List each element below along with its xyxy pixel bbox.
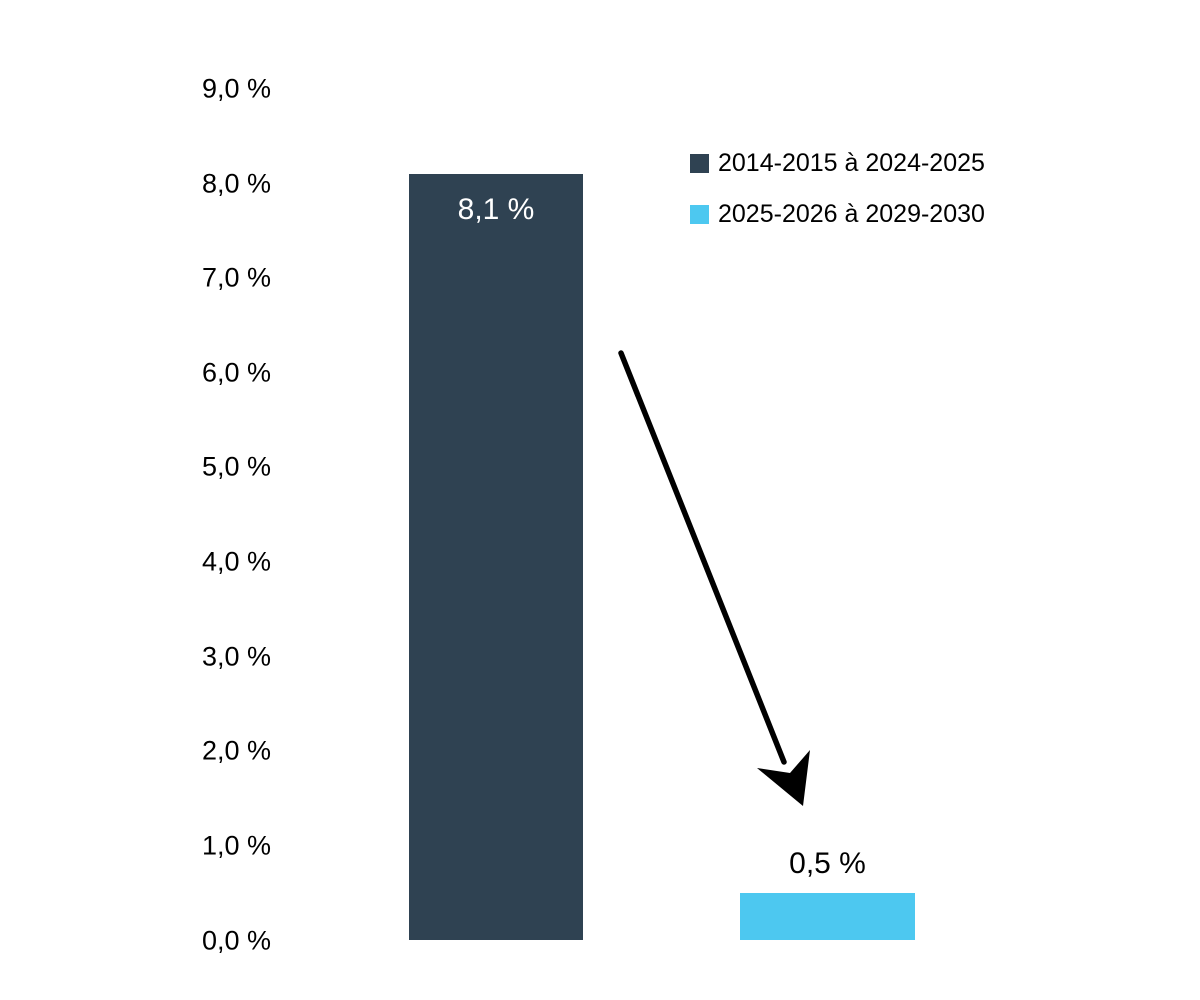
y-axis-tick-label: 9,0 %	[202, 73, 272, 104]
legend-item: 2025-2026 à 2029-2030	[690, 197, 985, 231]
bar-value-label: 8,1 %	[457, 193, 535, 227]
y-axis-tick-label: 8,0 %	[202, 168, 272, 199]
legend-label: 2014-2015 à 2024-2025	[718, 149, 985, 177]
legend-item: 2014-2015 à 2024-2025	[690, 146, 985, 180]
y-axis-tick-label: 2,0 %	[202, 735, 272, 766]
y-axis-tick-label: 7,0 %	[202, 262, 272, 293]
bar-2	[740, 893, 915, 941]
legend-swatch-icon	[690, 153, 709, 173]
bar-1	[409, 174, 583, 941]
y-axis-tick-label: 5,0 %	[202, 451, 272, 482]
legend-label: 2025-2026 à 2029-2030	[718, 200, 985, 228]
y-axis-tick-label: 1,0 %	[202, 830, 272, 861]
y-axis-tick-label: 3,0 %	[202, 641, 272, 672]
legend-swatch-icon	[690, 204, 709, 224]
y-axis-tick-label: 4,0 %	[202, 546, 272, 577]
legend: 2014-2015 à 2024-2025 2025-2026 à 2029-20…	[690, 146, 985, 248]
bar-value-label: 0,5 %	[789, 847, 866, 881]
y-axis-tick-label: 0,0 %	[202, 925, 272, 955]
y-axis-tick-label: 6,0 %	[202, 357, 272, 388]
